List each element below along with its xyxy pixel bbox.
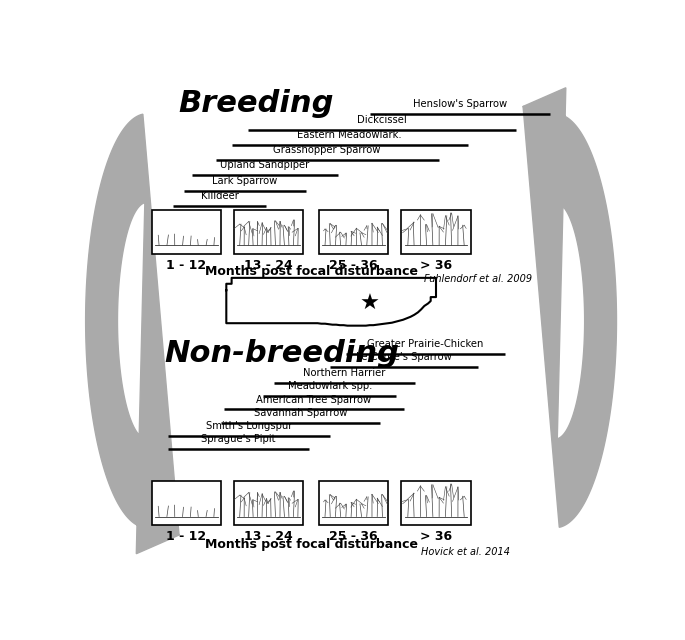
Text: Henslow's Sparrow: Henslow's Sparrow xyxy=(413,99,507,109)
Text: Months post focal disturbance: Months post focal disturbance xyxy=(205,538,418,550)
Bar xyxy=(319,481,388,525)
Bar xyxy=(401,481,471,525)
Text: Savannah Sparrow: Savannah Sparrow xyxy=(254,408,347,418)
Text: Grasshopper Sparrow: Grasshopper Sparrow xyxy=(273,145,381,155)
Text: Lark Sparrow: Lark Sparrow xyxy=(212,176,277,186)
Text: 25 - 36: 25 - 36 xyxy=(329,259,378,272)
Text: Dickcissel: Dickcissel xyxy=(357,115,406,125)
Text: Fuhlendorf et al. 2009: Fuhlendorf et al. 2009 xyxy=(425,274,532,284)
Polygon shape xyxy=(523,88,616,527)
Text: Sprague's Pipit: Sprague's Pipit xyxy=(201,435,275,444)
Text: Eastern Meadowlark.: Eastern Meadowlark. xyxy=(297,130,402,140)
Polygon shape xyxy=(86,114,179,554)
Text: Northern Harrier: Northern Harrier xyxy=(303,368,386,378)
Text: Non-breeding: Non-breeding xyxy=(164,339,399,368)
Text: Meadowlark spp.: Meadowlark spp. xyxy=(288,381,372,391)
Text: Breeding: Breeding xyxy=(179,89,334,118)
Text: American Tree Sparrow: American Tree Sparrow xyxy=(256,394,371,404)
Text: Months post focal disturbance: Months post focal disturbance xyxy=(205,265,418,278)
Text: Killdeer: Killdeer xyxy=(201,191,238,201)
Text: Greater Prairie-Chicken: Greater Prairie-Chicken xyxy=(367,339,484,349)
Text: ★: ★ xyxy=(360,294,379,314)
Text: 13 - 24: 13 - 24 xyxy=(245,259,293,272)
Text: Smith's Longspur: Smith's Longspur xyxy=(206,421,292,431)
Text: 1 - 12: 1 - 12 xyxy=(166,530,207,543)
Bar xyxy=(152,210,221,254)
Text: > 36: > 36 xyxy=(420,530,452,543)
Text: 13 - 24: 13 - 24 xyxy=(245,530,293,543)
Bar xyxy=(234,210,303,254)
Text: Upland Sandpiper: Upland Sandpiper xyxy=(220,161,310,170)
Bar xyxy=(401,210,471,254)
Text: 1 - 12: 1 - 12 xyxy=(166,259,207,272)
Bar xyxy=(234,481,303,525)
Text: Hovick et al. 2014: Hovick et al. 2014 xyxy=(421,547,510,557)
Text: Le Conte's Sparrow: Le Conte's Sparrow xyxy=(356,352,452,362)
Bar xyxy=(319,210,388,254)
Text: > 36: > 36 xyxy=(420,259,452,272)
Text: 25 - 36: 25 - 36 xyxy=(329,530,378,543)
Bar xyxy=(152,481,221,525)
